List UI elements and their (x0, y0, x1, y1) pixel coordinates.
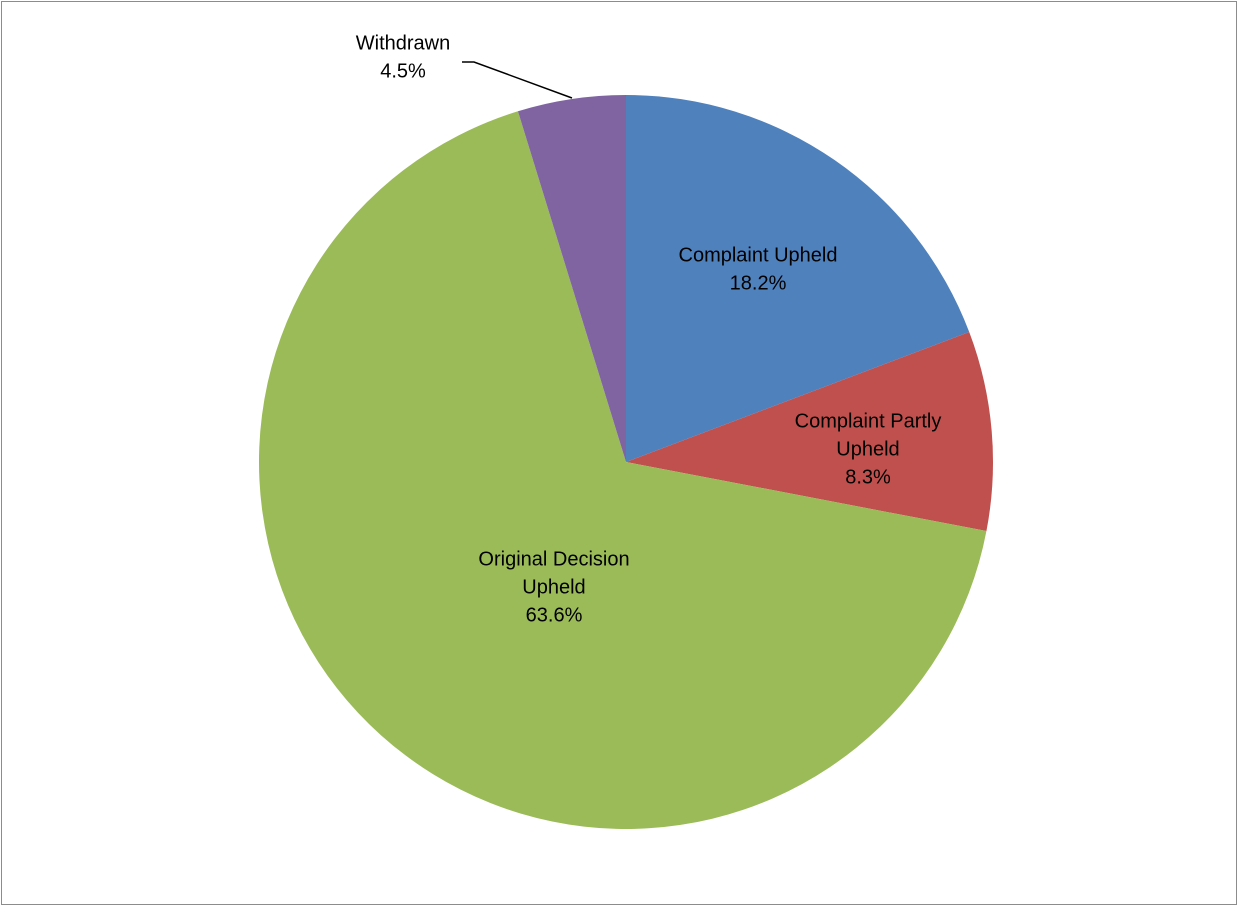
pie-slice-original-decision-upheld (258, 111, 987, 830)
data-label-line: Upheld (522, 576, 585, 598)
pie-slice-withdrawn (517, 95, 626, 462)
data-label-line: 8.3% (845, 466, 891, 488)
data-label-line: 18.2% (730, 272, 787, 294)
pie-slice-complaint-partly-upheld (626, 332, 993, 532)
pie-slices (258, 94, 993, 830)
data-label-withdrawn: Withdrawn 4.5% (356, 32, 450, 82)
data-label-complaint-partly-upheld: Complaint Partly Upheld 8.3% (795, 410, 942, 488)
data-label-line: Complaint Upheld (679, 244, 838, 266)
data-label-original-decision-upheld: Original Decision Upheld 63.6% (478, 548, 629, 626)
data-label-line: 63.6% (526, 604, 583, 626)
data-label-complaint-upheld: Complaint Upheld 18.2% (679, 244, 838, 294)
pie-data-labels: Complaint Upheld 18.2% Complaint Partly Uph… (356, 32, 942, 626)
data-label-line: Original Decision (478, 548, 629, 570)
withdrawn-leader-line (462, 61, 573, 99)
data-label-line: Complaint Partly (795, 410, 942, 432)
pie-slice-complaint-upheld (626, 94, 970, 462)
data-label-line: Upheld (836, 438, 899, 460)
data-label-line: Withdrawn (356, 32, 450, 54)
data-label-line: 4.5% (380, 60, 426, 82)
